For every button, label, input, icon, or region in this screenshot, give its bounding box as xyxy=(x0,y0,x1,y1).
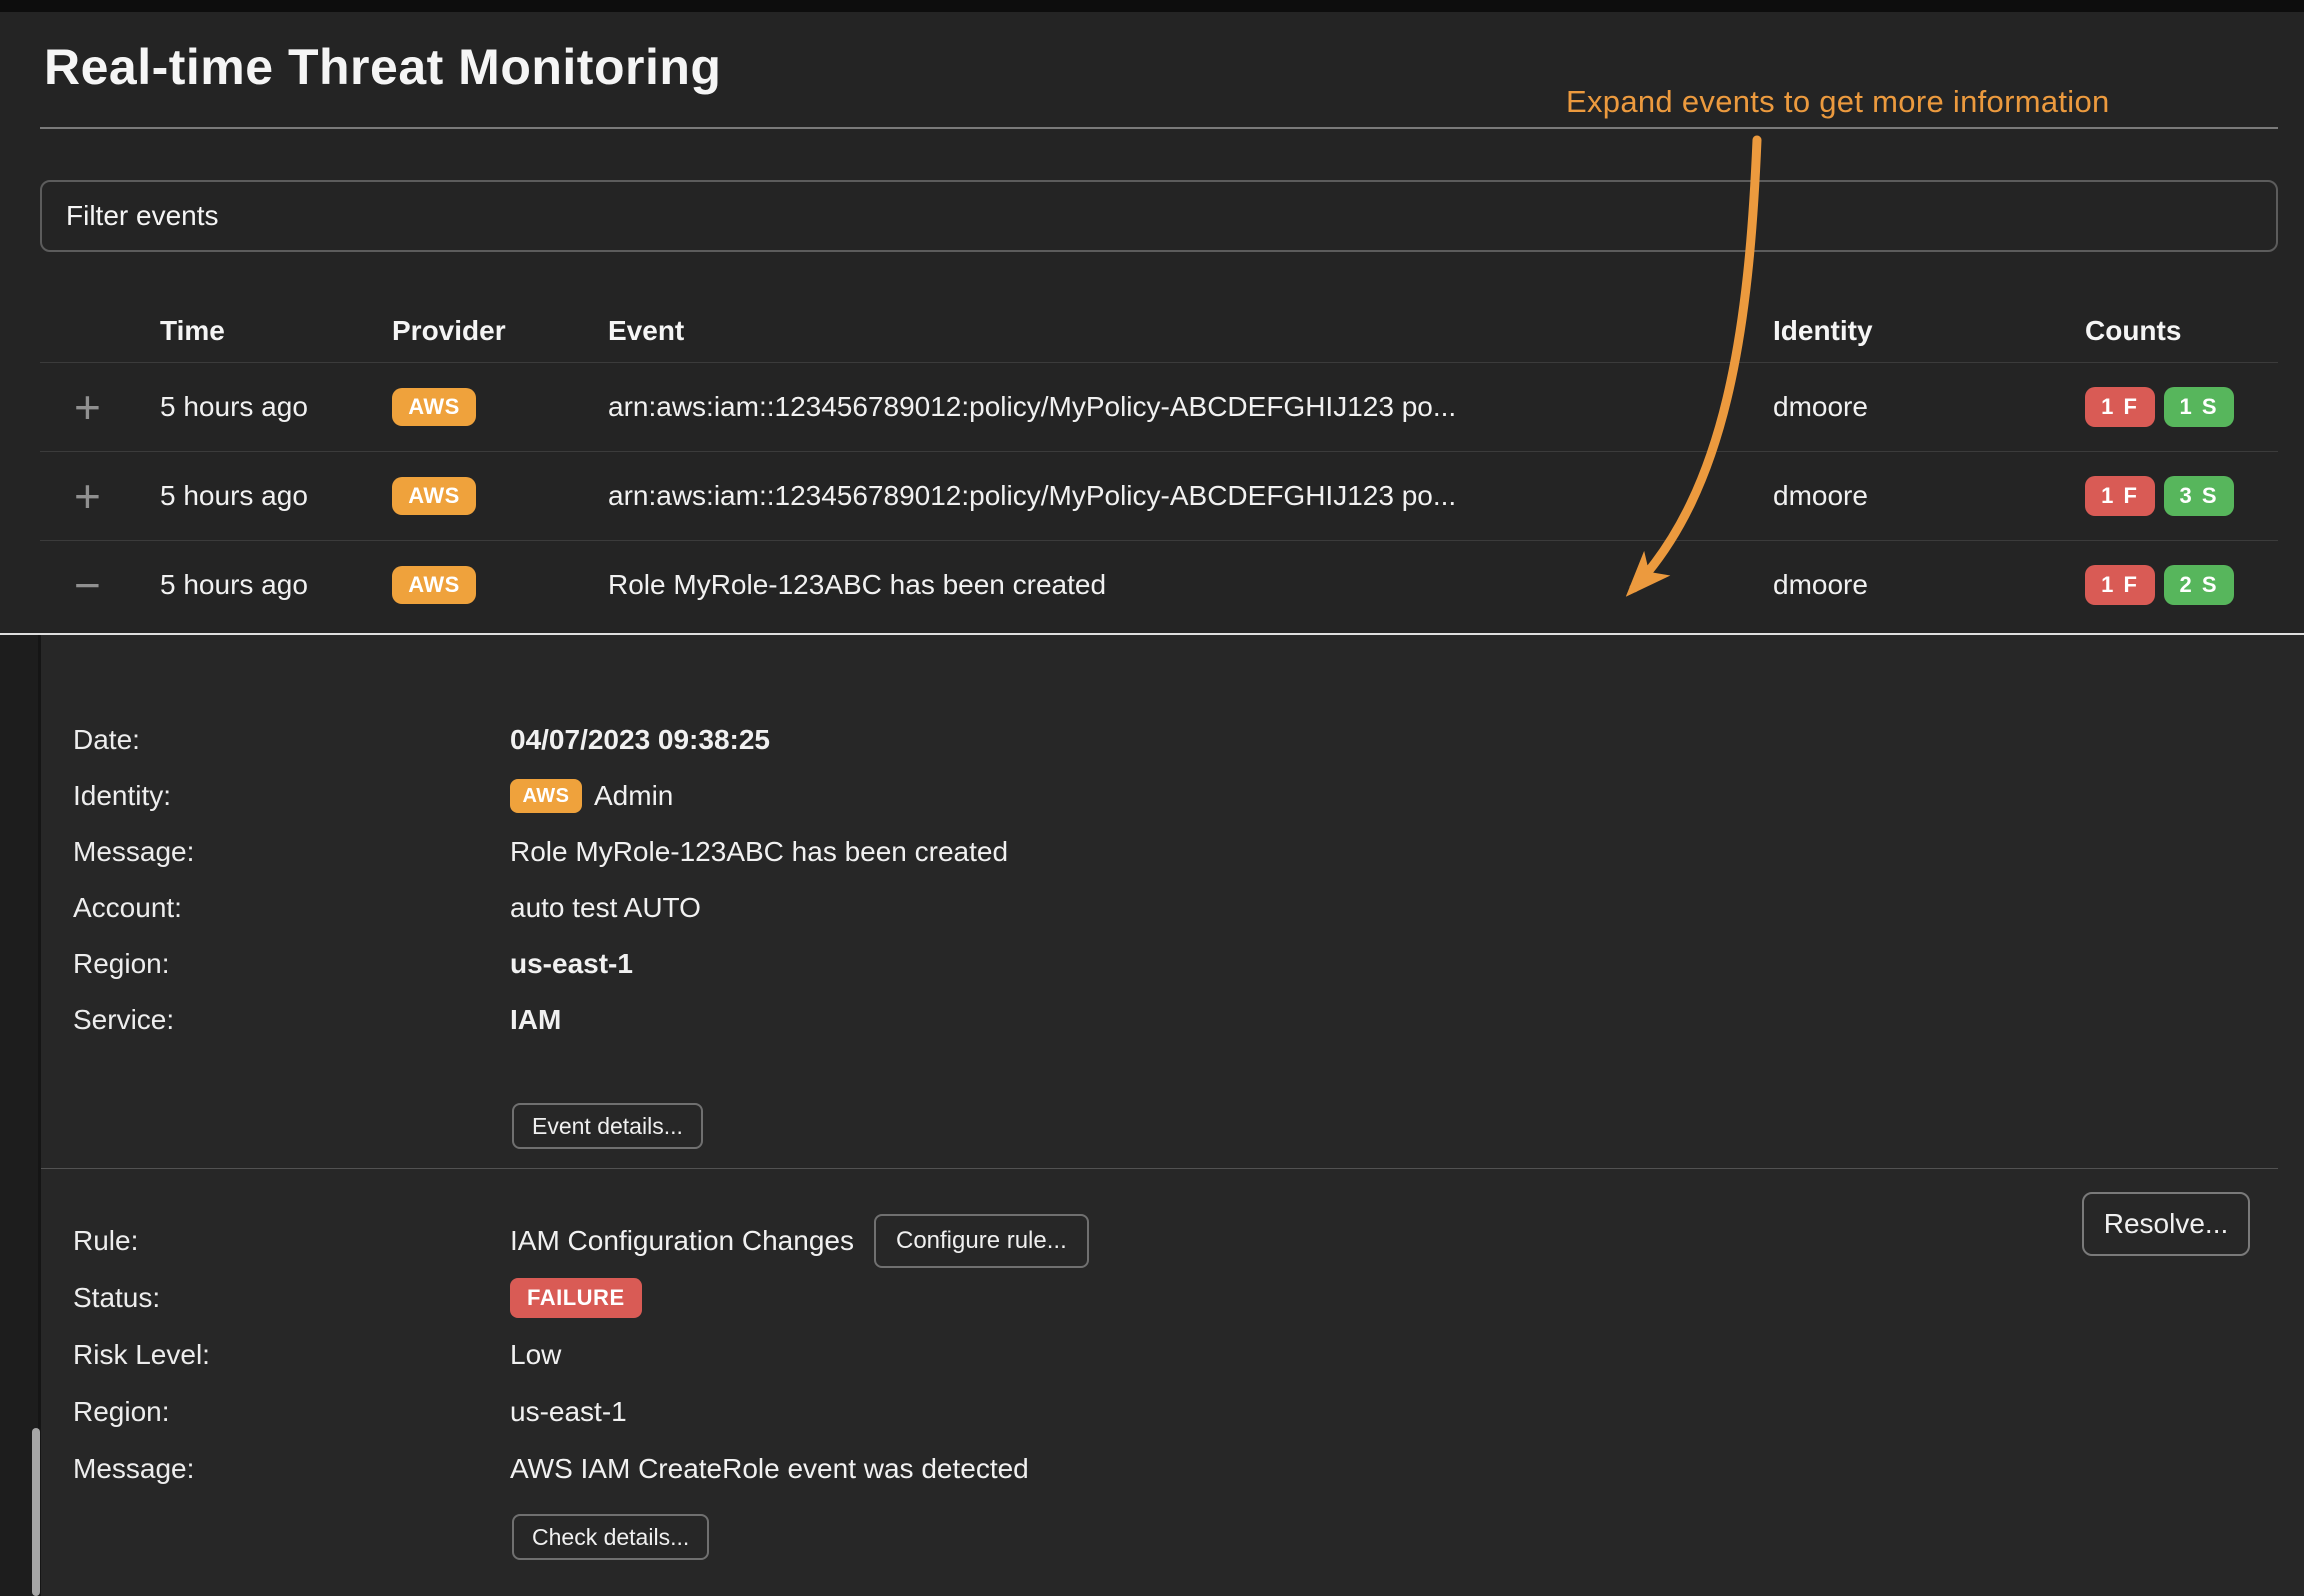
event-details-button[interactable]: Event details... xyxy=(512,1103,703,1149)
cell-identity: dmoore xyxy=(1773,569,1868,600)
field-label: Rule: xyxy=(73,1224,139,1256)
failure-count-badge: 1 F xyxy=(2085,565,2155,605)
rule-name: IAM Configuration Changes xyxy=(510,1224,854,1256)
cell-event: Role MyRole-123ABC has been created xyxy=(608,569,1107,600)
header-identity: Identity xyxy=(1773,315,1873,346)
aws-provider-badge: AWS xyxy=(510,779,582,813)
resolve-button[interactable]: Resolve... xyxy=(2082,1192,2250,1256)
header-event: Event xyxy=(608,315,685,346)
field-label: Identity: xyxy=(73,780,172,811)
cell-time: 5 hours ago xyxy=(160,391,308,422)
table-row-expanded: − 5 hours ago AWS Role MyRole-123ABC has… xyxy=(40,541,2278,629)
aws-provider-badge: AWS xyxy=(392,566,476,604)
filter-events-input[interactable]: Filter events xyxy=(40,180,2278,252)
failure-status-badge: FAILURE xyxy=(510,1277,642,1318)
success-count-badge: 1 S xyxy=(2164,387,2234,427)
check-details-button[interactable]: Check details... xyxy=(512,1514,710,1560)
cell-event: arn:aws:iam::123456789012:policy/MyPolic… xyxy=(608,480,1457,511)
field-value: us-east-1 xyxy=(510,948,633,979)
success-count-badge: 3 S xyxy=(2164,476,2234,516)
field-value: us-east-1 xyxy=(510,1395,627,1427)
section-divider xyxy=(41,1168,2278,1169)
rule-row-risk: Risk Level: Low xyxy=(41,1326,1741,1383)
events-table: Time Provider Event Identity Counts + 5 … xyxy=(40,300,2278,629)
table-header-row: Time Provider Event Identity Counts xyxy=(40,300,2278,363)
expand-plus-icon[interactable]: + xyxy=(74,470,101,522)
header-counts: Counts xyxy=(2085,315,2182,346)
collapse-minus-icon[interactable]: − xyxy=(74,559,101,611)
aws-provider-badge: AWS xyxy=(392,388,476,426)
field-value: Low xyxy=(510,1338,562,1370)
detail-row-region: Region: us-east-1 xyxy=(41,936,1641,992)
failure-count-badge: 1 F xyxy=(2085,476,2155,516)
failure-count-badge: 1 F xyxy=(2085,387,2155,427)
event-detail-fields: Date: 04/07/2023 09:38:25 Identity: AWS … xyxy=(41,712,1641,1048)
field-label: Service: xyxy=(73,1004,175,1035)
expand-plus-icon[interactable]: + xyxy=(74,381,101,433)
scrollbar-thumb[interactable] xyxy=(32,1428,40,1596)
detail-row-date: Date: 04/07/2023 09:38:25 xyxy=(41,712,1641,768)
configure-rule-button[interactable]: Configure rule... xyxy=(873,1213,1089,1268)
field-value: Role MyRole-123ABC has been created xyxy=(510,836,1009,867)
table-row: + 5 hours ago AWS arn:aws:iam::123456789… xyxy=(40,363,2278,452)
aws-provider-badge: AWS xyxy=(392,477,476,515)
field-label: Status: xyxy=(73,1281,161,1313)
cell-identity: dmoore xyxy=(1773,391,1868,422)
rule-row-region: Region: us-east-1 xyxy=(41,1383,1741,1440)
field-label: Message: xyxy=(73,836,195,867)
field-label: Date: xyxy=(73,724,140,755)
header-provider: Provider xyxy=(392,315,506,346)
detail-row-identity: Identity: AWS Admin xyxy=(41,768,1641,824)
field-value: auto test AUTO xyxy=(510,892,701,923)
detail-row-service: Service: IAM xyxy=(41,992,1641,1048)
top-strip xyxy=(0,0,2304,12)
field-label: Message: xyxy=(73,1452,195,1484)
rule-row-status: Status: FAILURE xyxy=(41,1269,1741,1326)
table-row: + 5 hours ago AWS arn:aws:iam::123456789… xyxy=(40,452,2278,541)
rule-row-rule: Rule: IAM Configuration Changes Configur… xyxy=(41,1212,1741,1269)
rule-fields: Rule: IAM Configuration Changes Configur… xyxy=(41,1212,1741,1497)
field-label: Risk Level: xyxy=(73,1338,210,1370)
panel-top-border xyxy=(0,633,2304,635)
field-label: Region: xyxy=(73,948,170,979)
detail-row-account: Account: auto test AUTO xyxy=(41,880,1641,936)
field-value: Admin xyxy=(594,780,674,811)
detail-row-message: Message: Role MyRole-123ABC has been cre… xyxy=(41,824,1641,880)
header-time: Time xyxy=(160,315,225,346)
title-divider xyxy=(40,127,2278,129)
field-value: IAM xyxy=(510,1004,562,1035)
rule-row-message: Message: AWS IAM CreateRole event was de… xyxy=(41,1440,1741,1497)
expanded-event-panel xyxy=(41,635,2304,1596)
cell-time: 5 hours ago xyxy=(160,480,308,511)
success-count-badge: 2 S xyxy=(2164,565,2234,605)
field-label: Account: xyxy=(73,892,182,923)
field-label: Region: xyxy=(73,1395,170,1427)
cell-time: 5 hours ago xyxy=(160,569,308,600)
page-title: Real-time Threat Monitoring xyxy=(44,39,722,95)
annotation-text: Expand events to get more information xyxy=(1566,84,2110,119)
cell-event: arn:aws:iam::123456789012:policy/MyPolic… xyxy=(608,391,1457,422)
cell-identity: dmoore xyxy=(1773,480,1868,511)
field-value: 04/07/2023 09:38:25 xyxy=(510,724,770,755)
field-value: AWS IAM CreateRole event was detected xyxy=(510,1452,1029,1484)
